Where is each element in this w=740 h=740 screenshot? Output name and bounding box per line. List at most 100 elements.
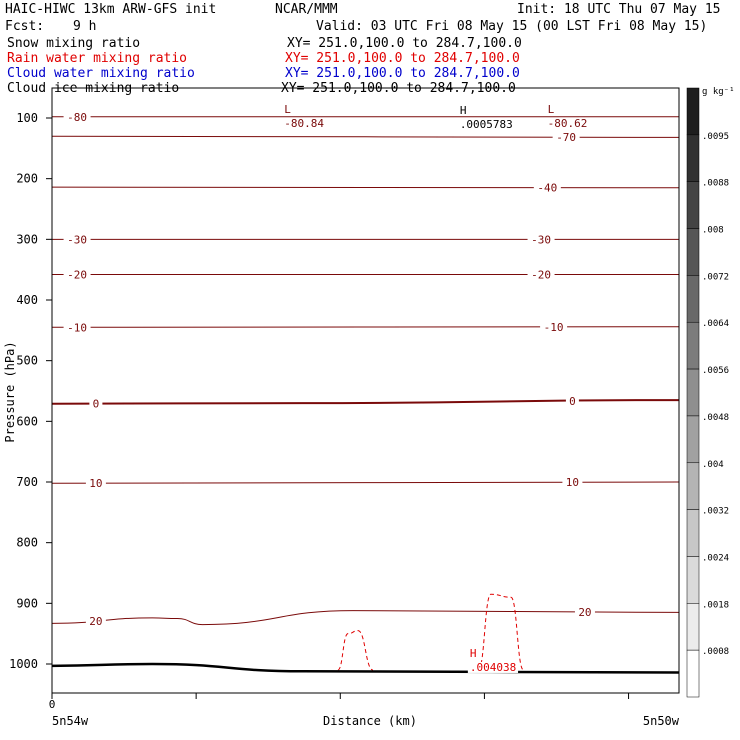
temperature-contour xyxy=(51,610,680,626)
header-init: Init: 18 UTC Thu 07 May 15 xyxy=(517,2,721,17)
temperature-contour xyxy=(51,481,680,484)
colorbar-swatch xyxy=(686,134,700,182)
colorbar-swatch xyxy=(686,649,700,698)
colorbar-label: .0064 xyxy=(702,319,729,329)
y-tick-label: 900 xyxy=(16,596,38,610)
contour-label-bg xyxy=(63,233,91,246)
contour-label-bg xyxy=(63,110,91,123)
contour-label-bg xyxy=(527,233,555,246)
y-tick-label: 700 xyxy=(16,475,38,489)
colorbar-swatch xyxy=(686,556,700,604)
contour-label: 10 xyxy=(89,477,102,490)
colorbar-swatch xyxy=(686,228,700,276)
colorbar-swatch xyxy=(686,603,700,651)
extremum-label-bg xyxy=(467,661,519,673)
colorbar-swatch xyxy=(686,415,700,464)
header-fcst-label: Fcst: xyxy=(5,19,45,34)
plot-frame xyxy=(51,87,680,694)
field-snow-name: Snow mixing ratio xyxy=(7,36,141,51)
y-tick-label: 400 xyxy=(16,293,38,307)
colorbar-label: .0032 xyxy=(702,507,729,517)
contour-label: 20 xyxy=(89,615,102,628)
contour-label-bg xyxy=(85,477,106,490)
field-snow-xy: XY= 251.0,100.0 to 284.7,100.0 xyxy=(287,36,522,51)
colorbar-swatch xyxy=(686,509,700,557)
extremum-label-bg xyxy=(282,117,326,129)
colorbar-label: .008 xyxy=(702,226,724,236)
extremum-value: -80.62 xyxy=(548,117,588,130)
field-rain-xy: XY= 251.0,100.0 to 284.7,100.0 xyxy=(285,51,520,66)
contour-label: 0 xyxy=(569,395,576,408)
colorbar-label: .0008 xyxy=(702,647,729,657)
colorbar-label: .0018 xyxy=(702,600,729,610)
contour-label: -80 xyxy=(67,111,87,124)
y-tick-label: 600 xyxy=(16,414,38,428)
terrain-fill xyxy=(52,664,679,693)
field-cloud-water-name: Cloud water mixing ratio xyxy=(7,66,195,81)
y-axis-label: Pressure (hPa) xyxy=(3,341,17,442)
y-tick-label: 1000 xyxy=(9,657,38,671)
extremum-value: -80.84 xyxy=(284,117,324,130)
header-valid: Valid: 03 UTC Fri 08 May 15 (00 LST Fri … xyxy=(316,19,708,34)
colorbar-label: .0048 xyxy=(702,413,729,423)
extremum-label-bg xyxy=(545,117,590,129)
field-rain-name: Rain water mixing ratio xyxy=(7,51,188,66)
contour-label: -40 xyxy=(537,182,557,195)
colorbar: .0095 .0088 .008 .0072 .0064 .0056 .0048 .004 .0… xyxy=(686,87,729,698)
contour-label-bg xyxy=(85,614,106,627)
colorbar-label: .004 xyxy=(702,460,724,470)
colorbar-label: .0095 xyxy=(702,132,729,142)
temperature-contour xyxy=(51,326,680,328)
extremum-value: .004038 xyxy=(470,661,516,674)
extremum-marker: H xyxy=(460,104,467,117)
colorbar-swatch xyxy=(686,275,700,323)
extremum-value: .0005783 xyxy=(460,118,513,131)
header-org: NCAR/MMM xyxy=(275,2,338,17)
colorbar-swatch xyxy=(686,462,700,510)
y-tick-label: 300 xyxy=(16,232,38,246)
colorbar-swatch xyxy=(686,181,700,229)
contour-label-bg xyxy=(540,320,568,333)
contour-label: 10 xyxy=(566,476,579,489)
contour-label: 20 xyxy=(578,606,591,619)
x-left-end-label: 5n54w xyxy=(52,714,89,728)
contour-label-bg xyxy=(527,268,555,281)
header-fcst-value: 9 h xyxy=(73,19,97,34)
header-title: HAIC-HIWC 13km ARW-GFS init xyxy=(5,2,217,17)
colorbar-swatch xyxy=(686,321,700,370)
y-tick-label: 800 xyxy=(16,536,38,550)
contour-label: -30 xyxy=(531,233,551,246)
y-tick-label: 100 xyxy=(16,111,38,125)
colorbar-label: .0072 xyxy=(702,272,729,282)
colorbar-swatch xyxy=(686,368,700,417)
colorbar-label: .0056 xyxy=(702,366,729,376)
extremum-marker: L xyxy=(548,103,555,116)
colorbar-unit: g kg⁻¹ xyxy=(702,87,735,97)
contour-label-bg xyxy=(562,476,583,489)
contour-label-bg xyxy=(533,181,561,194)
contour-label-bg xyxy=(552,131,580,144)
terrain-line xyxy=(51,662,680,674)
contour-label: -70 xyxy=(556,131,576,144)
contour-label: -10 xyxy=(67,321,87,334)
y-tick-label: 200 xyxy=(16,172,38,186)
extremum-marker: H xyxy=(470,647,477,660)
contour-label-bg xyxy=(565,394,579,407)
x-tick-label: 0 xyxy=(49,698,56,711)
temperature-contour xyxy=(51,135,680,138)
rain-contour xyxy=(337,630,374,671)
colorbar-label: .0088 xyxy=(702,179,729,189)
extremum-marker: L xyxy=(284,103,291,116)
contour-label: -30 xyxy=(67,233,87,246)
y-tick-label: 500 xyxy=(16,354,38,368)
temperature-contour xyxy=(51,186,680,189)
contour-label: -20 xyxy=(67,269,87,282)
colorbar-swatch xyxy=(686,87,700,136)
contour-label-bg xyxy=(89,397,103,410)
contour-label: 0 xyxy=(93,398,100,411)
field-cloud-water-xy: XY= 251.0,100.0 to 284.7,100.0 xyxy=(285,66,520,81)
contour-label-bg xyxy=(63,321,91,334)
x-right-end-label: 5n50w xyxy=(643,714,680,728)
x-axis-label: Distance (km) xyxy=(323,714,417,728)
